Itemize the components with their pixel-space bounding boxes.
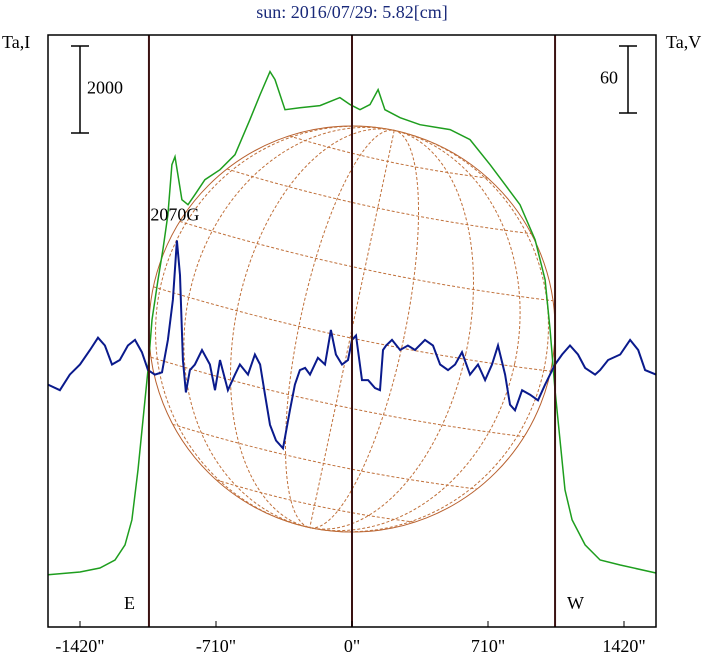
series-line	[47, 240, 657, 451]
parallel	[289, 135, 488, 179]
y-axis-label: Ta,I	[2, 32, 30, 52]
y2-axis-label: Ta,V	[666, 32, 701, 52]
scale-label: 60	[600, 68, 618, 88]
parallel	[215, 479, 415, 523]
x-tick-label: 1420"	[602, 636, 645, 656]
x-tick-label: 0"	[344, 636, 360, 656]
x-tick-label: -710"	[196, 636, 236, 656]
limb-label: W	[567, 593, 584, 613]
x-tick-label: 710"	[471, 636, 505, 656]
annotation: 2070G	[150, 205, 199, 225]
parallel	[172, 423, 478, 490]
meridian	[309, 130, 395, 528]
series-line	[47, 69, 657, 576]
grid-group	[150, 125, 554, 533]
parallel	[153, 286, 551, 372]
limb-label: E	[124, 593, 135, 613]
chart-title: sun: 2016/07/29: 5.82[cm]	[256, 2, 448, 22]
x-tick-label: -1420"	[55, 636, 104, 656]
parallel	[226, 168, 532, 235]
parallel	[179, 220, 554, 302]
parallel	[150, 356, 525, 438]
scale-label: 2000	[87, 78, 123, 98]
